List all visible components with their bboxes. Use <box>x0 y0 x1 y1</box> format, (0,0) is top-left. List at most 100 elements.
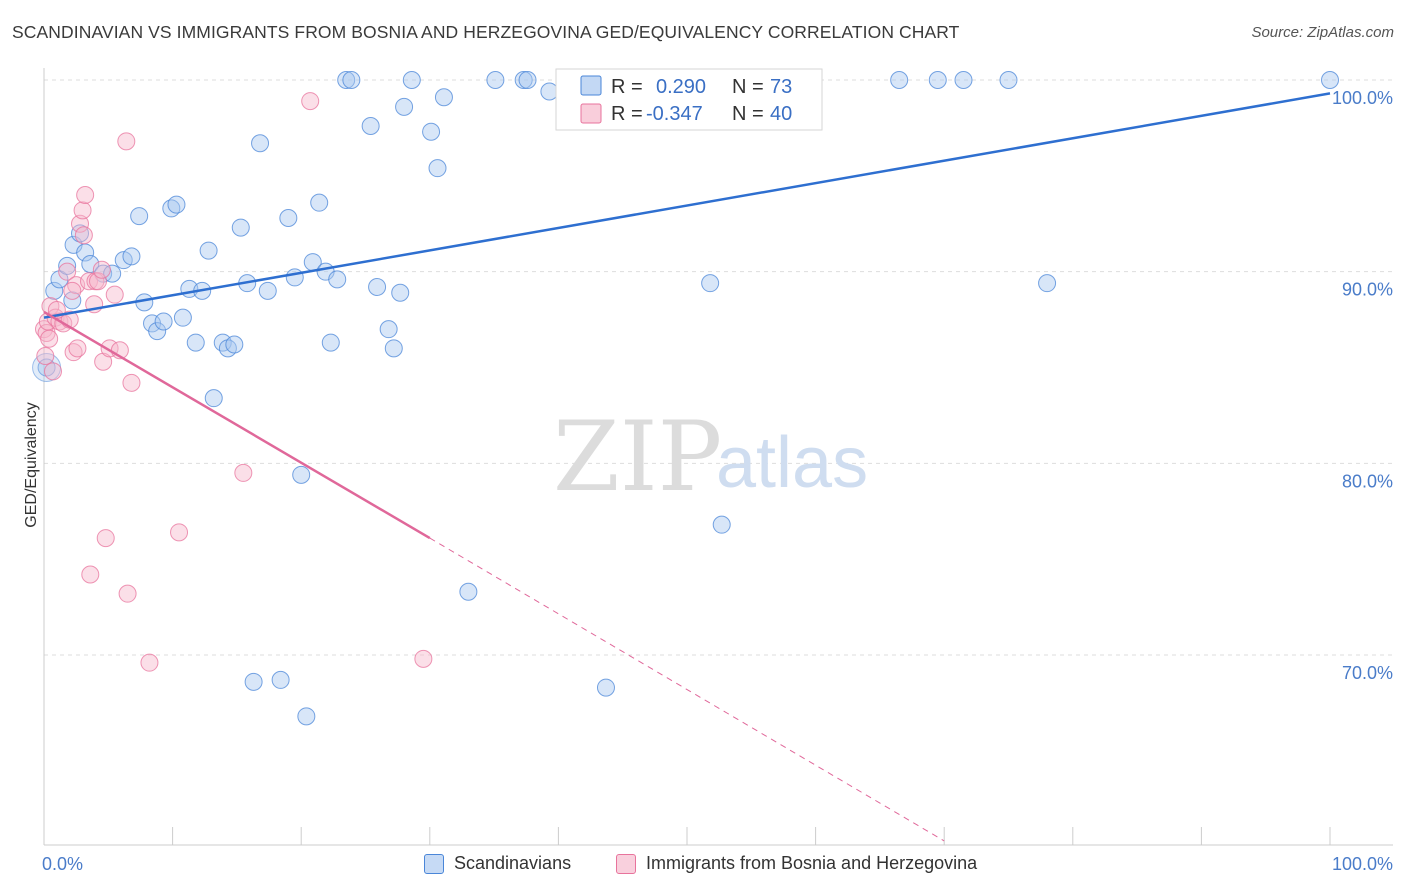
trend-lines <box>43 92 1331 842</box>
bosnia-point <box>44 362 63 381</box>
scandinavian-point <box>186 333 205 352</box>
bosnia-point <box>36 347 55 365</box>
scandinavian-point <box>434 88 453 107</box>
bosnia-trend-extension <box>429 537 945 842</box>
scandinavian-point <box>321 333 340 352</box>
scandinavian-point <box>428 159 447 178</box>
scandinavian-point <box>459 582 478 601</box>
legend-n-label-1: N = <box>732 76 764 98</box>
bosnia-point <box>58 262 77 281</box>
scandinavian-point <box>310 193 329 212</box>
legend-r-value-2: -0.347 <box>646 103 703 125</box>
scandinavian-point <box>391 283 410 302</box>
x-tick-label-max: 100.0% <box>1332 854 1393 874</box>
legend-swatch-blue <box>580 75 602 96</box>
bosnia-point <box>73 201 92 220</box>
legend-n-label-2: N = <box>732 103 764 125</box>
y-tick-labels: 70.0% 80.0% 90.0% 100.0% <box>1332 88 1393 683</box>
scandinavian-point <box>999 71 1018 89</box>
bosnia-point <box>74 226 93 245</box>
series-legend: Scandinavians Immigrants from Bosnia and… <box>0 850 1406 880</box>
grid-lines <box>44 79 1393 656</box>
legend-item-scandinavians[interactable]: Scandinavians <box>424 853 571 874</box>
legend-r-label-1: R = <box>611 76 643 98</box>
scandinavian-point <box>1321 71 1339 89</box>
bosnia-point <box>301 92 320 111</box>
series-scandinavians <box>32 71 1339 726</box>
scandinavian-point <box>518 71 537 89</box>
chart-title: SCANDINAVIAN VS IMMIGRANTS FROM BOSNIA A… <box>12 22 960 42</box>
legend-n-value-1: 73 <box>770 76 792 98</box>
scandinavian-point <box>954 71 973 89</box>
scandinavian-point <box>540 82 559 101</box>
scandinavian-point <box>297 707 316 726</box>
scandinavian-point <box>130 207 149 226</box>
bosnia-point <box>234 463 253 482</box>
y-axis-label: GED/Equivalency <box>23 402 40 527</box>
scandinavian-point <box>486 71 505 89</box>
scandinavian-point <box>173 308 192 327</box>
scandinavian-point <box>204 389 223 408</box>
legend-swatch-bosnia <box>616 853 636 874</box>
scandinavian-point <box>342 71 361 89</box>
bosnia-point <box>40 329 59 348</box>
bosnia-point <box>68 339 87 358</box>
scandinavian-point <box>251 134 270 153</box>
scandinavian-point <box>285 268 304 287</box>
scandinavian-point <box>292 465 311 484</box>
watermark-atlas: atlas <box>716 423 868 503</box>
scandinavian-point <box>596 678 615 697</box>
scandinavian-point <box>328 270 347 289</box>
scandinavian-point <box>701 274 720 293</box>
y-tick-label-100: 100.0% <box>1332 88 1393 108</box>
bosnia-point <box>96 529 115 548</box>
bosnia-point <box>122 373 141 392</box>
scandinavian-point <box>231 218 250 237</box>
scandinavian-point <box>514 71 533 89</box>
scandinavian-point <box>45 281 64 300</box>
scandinavian-point <box>225 335 244 354</box>
scandinavian-point <box>271 670 290 689</box>
scandinavian-point <box>199 241 218 260</box>
bosnia-point <box>118 584 137 603</box>
bosnia-point <box>414 649 433 668</box>
bosnia-point <box>117 132 136 151</box>
scandinavian-point <box>58 256 77 275</box>
x-tick-label-min: 0.0% <box>42 854 83 874</box>
legend-label-bosnia: Immigrants from Bosnia and Herzegovina <box>646 853 978 873</box>
scandinavian-point <box>402 71 421 89</box>
scandinavian-point <box>258 281 277 300</box>
axes <box>43 68 1393 846</box>
bosnia-point <box>63 281 82 300</box>
y-tick-label-90: 90.0% <box>1342 280 1393 300</box>
bosnia-point <box>89 272 108 291</box>
legend-n-value-2: 40 <box>770 103 792 125</box>
scandinavian-point <box>103 264 122 283</box>
scandinavian-point <box>928 71 947 89</box>
bosnia-point <box>170 523 189 542</box>
legend-label-scandinavians: Scandinavians <box>454 853 572 873</box>
scandinavian-point <box>167 195 186 214</box>
scandinavian-point <box>395 97 414 116</box>
y-tick-label-80: 80.0% <box>1342 471 1393 491</box>
scandinavian-point <box>244 672 263 691</box>
legend-swatch-scandinavians <box>424 853 444 874</box>
scandinavian-point <box>712 515 731 534</box>
scandinavian-point <box>890 71 909 89</box>
scandinavian-point <box>384 339 403 358</box>
bosnia-trend-line <box>43 310 431 540</box>
bosnia-point <box>76 186 95 204</box>
scandinavian-point <box>379 320 398 339</box>
scandinavian-point <box>50 270 69 289</box>
scandinavian-point <box>148 322 167 341</box>
bosnia-point <box>81 565 100 584</box>
legend-item-bosnia[interactable]: Immigrants from Bosnia and Herzegovina <box>616 853 977 874</box>
watermark-zip: ZIP <box>553 401 722 513</box>
y-tick-label-70: 70.0% <box>1342 663 1393 683</box>
bosnia-point <box>80 272 99 291</box>
scandinavian-point <box>337 71 356 89</box>
scandinavian-point <box>1038 274 1057 293</box>
scandinavian-point <box>63 291 82 310</box>
scandinavian-point <box>213 333 232 352</box>
